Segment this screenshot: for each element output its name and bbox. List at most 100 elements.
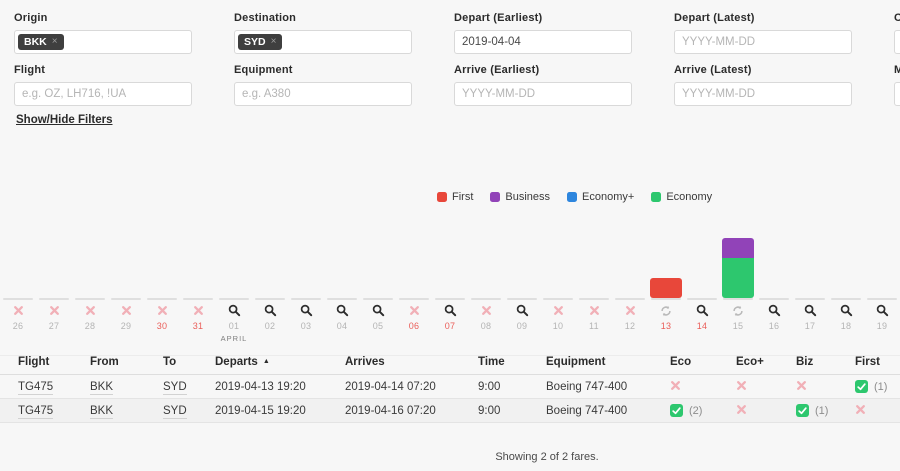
x-icon[interactable] [13, 304, 24, 317]
airport-tag[interactable]: SYD × [238, 33, 283, 51]
calendar-day-16[interactable]: 16 [756, 298, 792, 343]
column-header-eco[interactable]: Eco [670, 356, 692, 368]
calendar-day-09[interactable]: 09 [504, 298, 540, 343]
legend-item-business[interactable]: Business [490, 191, 550, 203]
chart-bar-day-13[interactable] [650, 278, 682, 298]
column-header-time[interactable]: Time [478, 356, 505, 368]
calendar-day-26[interactable]: 26 [0, 298, 36, 343]
eco-availability [670, 380, 736, 394]
calendar-day-13[interactable]: 13 [648, 298, 684, 343]
column-header-departs[interactable]: Departs ▲ [215, 356, 270, 368]
calendar-day-19[interactable]: 19 [864, 298, 900, 343]
column-header-eco+[interactable]: Eco+ [736, 356, 764, 368]
calendar-day-03[interactable]: 03 [288, 298, 324, 343]
x-icon[interactable] [121, 304, 132, 317]
depart-latest-input[interactable] [674, 30, 852, 54]
airport-tag-label: SYD [244, 35, 266, 48]
search-icon[interactable] [300, 304, 313, 317]
calendar-day-27[interactable]: 27 [36, 298, 72, 343]
x-icon[interactable] [589, 304, 600, 317]
month-label: APRIL [220, 334, 248, 343]
arrive-earliest-input[interactable] [454, 82, 632, 106]
calendar-day-01[interactable]: 01 APRIL [216, 298, 252, 343]
x-icon[interactable] [85, 304, 96, 317]
legend-swatch [651, 192, 662, 202]
calendar-day-10[interactable]: 10 [540, 298, 576, 343]
show-hide-filters-link[interactable]: Show/Hide Filters [16, 114, 113, 126]
search-icon[interactable] [804, 304, 817, 317]
calendar-day-15[interactable]: 15 [720, 298, 756, 343]
calendar-day-29[interactable]: 29 [108, 298, 144, 343]
x-icon[interactable] [625, 304, 636, 317]
search-icon[interactable] [264, 304, 277, 317]
search-icon[interactable] [516, 304, 529, 317]
origin-code[interactable]: BKK [90, 380, 163, 395]
legend-item-economy[interactable]: Economy [651, 191, 712, 203]
flight-input[interactable] [14, 82, 192, 106]
calendar-day-12[interactable]: 12 [612, 298, 648, 343]
search-icon[interactable] [228, 304, 241, 317]
calendar-day-17[interactable]: 17 [792, 298, 828, 343]
day-top-line [651, 298, 681, 300]
column-header-equipment[interactable]: Equipment [546, 356, 606, 368]
search-icon[interactable] [840, 304, 853, 317]
airport-tag[interactable]: BKK × [18, 33, 64, 51]
calendar-day-18[interactable]: 18 [828, 298, 864, 343]
availability-check-icon [796, 404, 809, 417]
m-input[interactable] [894, 82, 900, 106]
column-header-flight[interactable]: Flight [18, 356, 50, 368]
column-header-biz[interactable]: Biz [796, 356, 814, 368]
chart-bar-day-15[interactable] [722, 238, 754, 298]
column-header-to[interactable]: To [163, 356, 177, 368]
day-top-line [759, 298, 789, 300]
origin-code[interactable]: BKK [90, 404, 163, 419]
x-icon[interactable] [409, 304, 420, 317]
arrive-latest-input[interactable] [674, 82, 852, 106]
search-icon[interactable] [696, 304, 709, 317]
search-icon[interactable] [876, 304, 889, 317]
search-icon[interactable] [444, 304, 457, 317]
destination-code[interactable]: SYD [163, 404, 215, 419]
flight-number[interactable]: TG475 [18, 380, 90, 395]
calendar-day-11[interactable]: 11 [576, 298, 612, 343]
calendar-day-14[interactable]: 14 [684, 298, 720, 343]
legend-item-first[interactable]: First [437, 191, 473, 203]
legend-item-economy+[interactable]: Economy+ [567, 191, 634, 203]
x-icon[interactable] [553, 304, 564, 317]
tag-remove-icon[interactable]: × [51, 36, 58, 47]
fares-table: Flight From To Departs ▲ Arrives Time Equipment… [0, 355, 900, 423]
filter-label: Flight [14, 64, 46, 76]
x-icon[interactable] [157, 304, 168, 317]
calendar-day-07[interactable]: 07 [432, 298, 468, 343]
flight-number[interactable]: TG475 [18, 404, 90, 419]
calendar-day-06[interactable]: 06 [396, 298, 432, 343]
refresh-icon[interactable] [732, 304, 744, 317]
search-icon[interactable] [372, 304, 385, 317]
availability-x-icon [736, 404, 747, 418]
depart-earliest-input[interactable] [454, 30, 632, 54]
column-header-from[interactable]: From [90, 356, 119, 368]
calendar-day-05[interactable]: 05 [360, 298, 396, 343]
calendar-day-31[interactable]: 31 [180, 298, 216, 343]
search-icon[interactable] [336, 304, 349, 317]
availability-x-icon [855, 404, 866, 418]
x-icon[interactable] [49, 304, 60, 317]
search-icon[interactable] [768, 304, 781, 317]
tag-remove-icon[interactable]: × [270, 36, 277, 47]
calendar-day-02[interactable]: 02 [252, 298, 288, 343]
x-icon[interactable] [481, 304, 492, 317]
calendar-day-28[interactable]: 28 [72, 298, 108, 343]
x-icon[interactable] [193, 304, 204, 317]
destination-input[interactable]: SYD × [234, 30, 412, 54]
calendar-day-30[interactable]: 30 [144, 298, 180, 343]
table-row: TG475 BKK SYD 2019-04-15 19:20 2019-04-16 07… [0, 399, 900, 423]
equipment-input[interactable] [234, 82, 412, 106]
calendar-day-04[interactable]: 04 [324, 298, 360, 343]
column-header-first[interactable]: First [855, 356, 880, 368]
destination-code[interactable]: SYD [163, 380, 215, 395]
column-header-arrives[interactable]: Arrives [345, 356, 385, 368]
c-input[interactable] [894, 30, 900, 54]
calendar-day-08[interactable]: 08 [468, 298, 504, 343]
origin-input[interactable]: BKK × [14, 30, 192, 54]
refresh-icon[interactable] [660, 304, 672, 317]
